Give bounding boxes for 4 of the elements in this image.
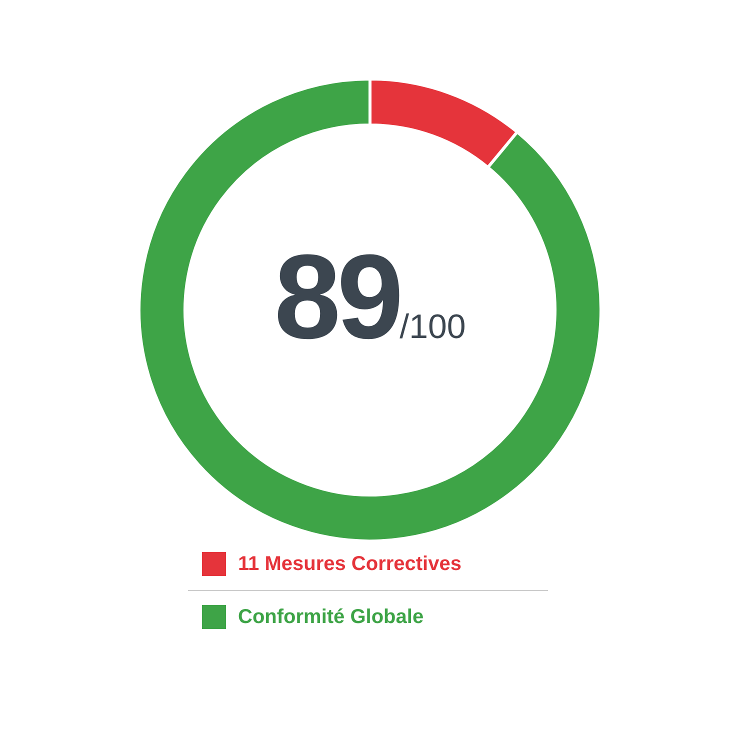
legend-label: Conformité Globale xyxy=(238,606,424,628)
text: /100 xyxy=(400,308,466,346)
text: 89 xyxy=(274,230,400,364)
legend-label: 11 Mesures Correctives xyxy=(238,552,462,576)
